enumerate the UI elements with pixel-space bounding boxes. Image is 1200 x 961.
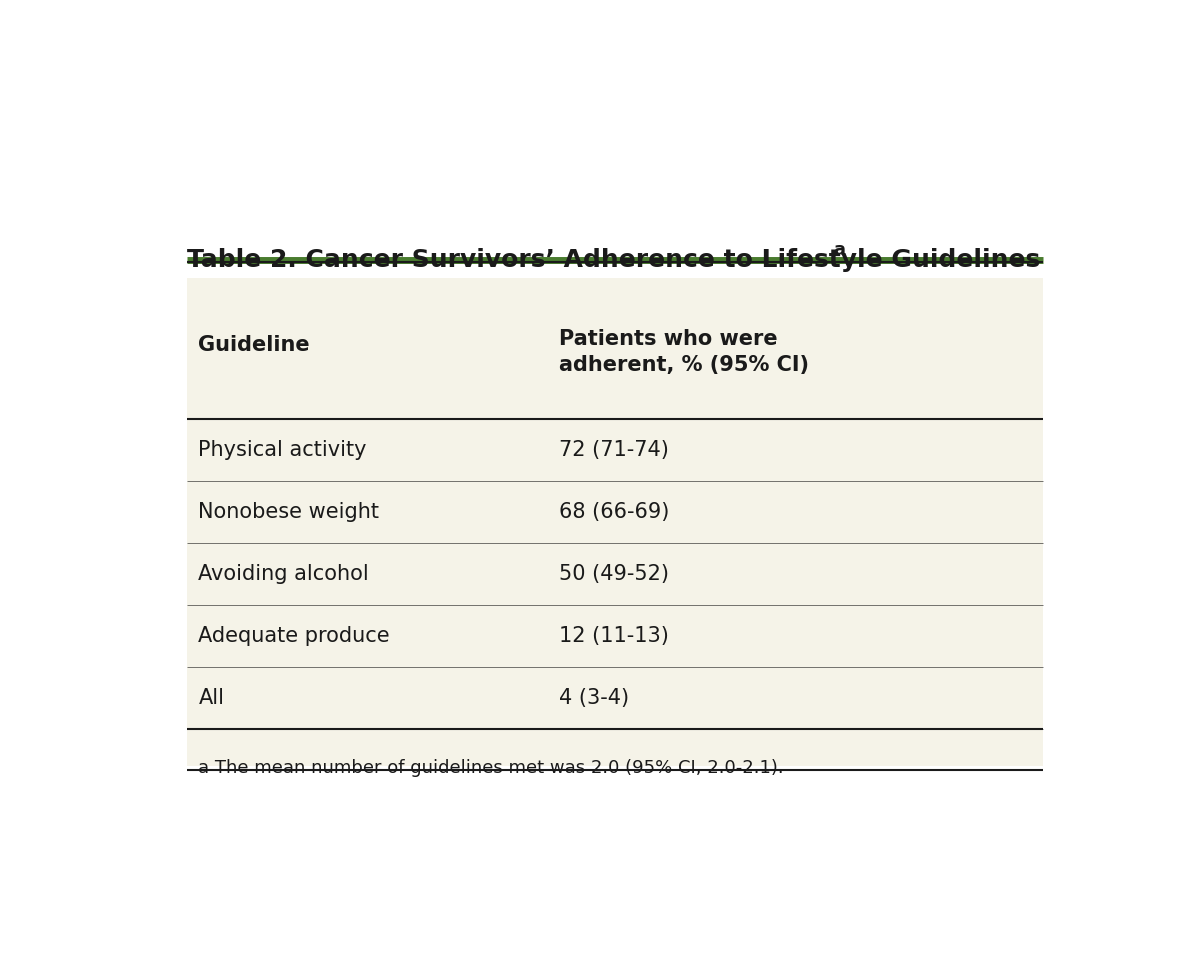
Text: 68 (66-69): 68 (66-69) <box>559 502 670 522</box>
Text: Guideline: Guideline <box>198 334 310 355</box>
Text: Avoiding alcohol: Avoiding alcohol <box>198 564 370 584</box>
Text: a The mean number of guidelines met was 2.0 (95% CI, 2.0-2.1).: a The mean number of guidelines met was … <box>198 759 784 777</box>
Text: Patients who were
adherent, % (95% CI): Patients who were adherent, % (95% CI) <box>559 329 809 376</box>
Text: Adequate produce: Adequate produce <box>198 627 390 646</box>
Text: Table 2. Cancer Survivors’ Adherence to Lifestyle Guidelines: Table 2. Cancer Survivors’ Adherence to … <box>187 248 1040 272</box>
Text: Nonobese weight: Nonobese weight <box>198 502 379 522</box>
Text: 50 (49-52): 50 (49-52) <box>559 564 670 584</box>
Text: All: All <box>198 688 224 708</box>
Text: 4 (3-4): 4 (3-4) <box>559 688 629 708</box>
Text: Physical activity: Physical activity <box>198 440 367 459</box>
Bar <box>187 278 1043 767</box>
Text: a: a <box>834 241 846 259</box>
Text: 12 (11-13): 12 (11-13) <box>559 627 670 646</box>
Text: 72 (71-74): 72 (71-74) <box>559 440 670 459</box>
